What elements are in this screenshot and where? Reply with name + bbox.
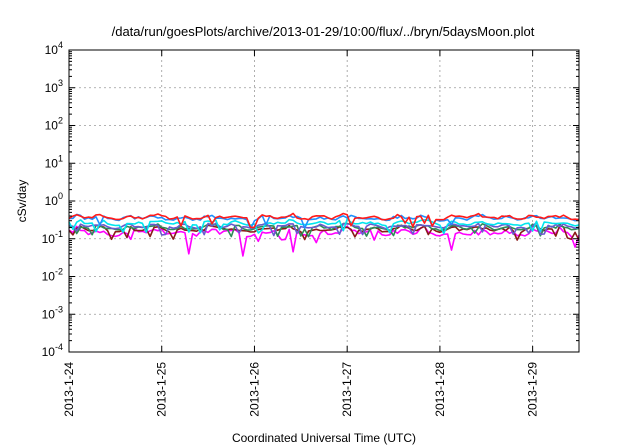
y-axis-label: cSv/day (15, 180, 29, 223)
series-line (68, 212, 580, 229)
y-tick-label: 100 (45, 191, 63, 208)
y-tick-label: 10-1 (42, 229, 63, 246)
series-line (68, 224, 580, 241)
y-tick-label: 103 (45, 78, 63, 95)
series-line (68, 213, 580, 230)
series-layer (68, 212, 580, 257)
series-line (68, 222, 580, 238)
x-tick-label: 2013-1-27 (340, 362, 354, 417)
y-tick-label: 10-3 (42, 304, 63, 321)
grid (69, 50, 579, 352)
chart-title: /data/run/goesPlots/archive/2013-01-29/1… (112, 24, 535, 39)
x-tick-label: 2013-1-25 (155, 362, 169, 417)
series-line (68, 221, 580, 237)
x-tick-label: 2013-1-26 (247, 362, 261, 417)
series-line (68, 218, 580, 235)
y-tick-label: 102 (45, 116, 63, 133)
x-axis-label: Coordinated Universal Time (UTC) (232, 431, 416, 445)
y-tick-label: 10-2 (42, 267, 63, 284)
y-tick-label: 101 (45, 153, 63, 170)
x-tick-label: 2013-1-28 (433, 362, 447, 417)
x-axis: 2013-1-24 2013-1-25 2013-1-26 2013-1-27 2013… (62, 50, 540, 417)
y-tick-label: 104 (45, 40, 63, 57)
y-tick-label: 10-4 (42, 342, 63, 359)
x-tick-label: 2013-1-24 (62, 362, 76, 417)
x-tick-label: 2013-1-29 (526, 362, 540, 417)
y-axis: 10-4 10-3 10-2 10-1 100 101 102 103 104 (42, 40, 579, 359)
